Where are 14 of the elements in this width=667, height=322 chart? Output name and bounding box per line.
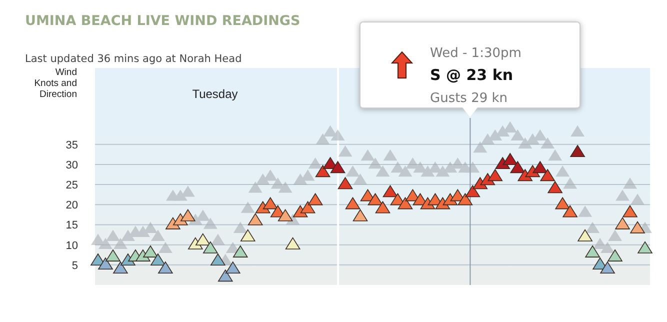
y-axis-title: Wind Knots and Direction: [34, 67, 77, 100]
text: Wed - 1:30pm: [430, 46, 522, 61]
y-tick-label: 35: [66, 139, 78, 152]
y-tick-label: 20: [66, 200, 78, 212]
y-tick-label: 30: [66, 159, 78, 172]
annotation: Tuesday: [192, 87, 238, 101]
chart-title: UMINA BEACH LIVE WIND READINGS: [25, 13, 300, 29]
y-tick-label: 15: [66, 220, 78, 232]
y-tick-label: 10: [66, 240, 78, 252]
annotation: S @ 23 kn: [430, 66, 513, 84]
y-tick-label: 25: [66, 180, 78, 192]
annotation: Gusts 29 kn: [430, 91, 508, 106]
chart-subtitle: Last updated 36 mins ago at Norah Head: [25, 53, 242, 65]
y-tick-label: 5: [72, 260, 78, 272]
